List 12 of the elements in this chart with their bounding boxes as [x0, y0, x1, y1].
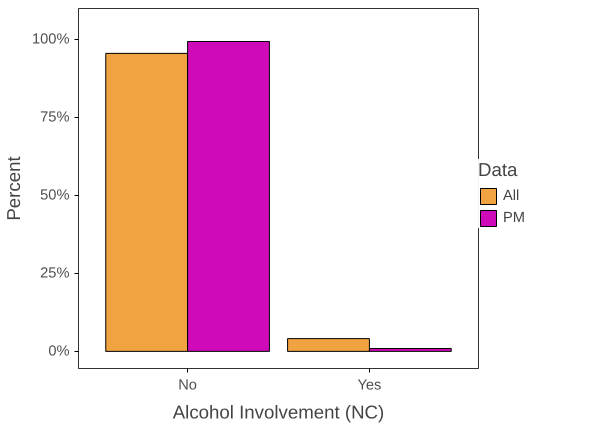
y-tick-label: 0% [48, 343, 70, 360]
x-tick-label: No [178, 378, 197, 394]
y-tick-label: 100% [32, 32, 70, 48]
legend-title: Data [478, 159, 518, 181]
y-tick-label: 50% [40, 188, 70, 204]
x-axis-title: Alcohol Involvement (NC) [172, 402, 384, 422]
y-axis-title: Percent [3, 156, 24, 221]
y-tick-label: 75% [40, 110, 70, 126]
x-tick-label: Yes [357, 378, 382, 394]
y-tick-label: 25% [40, 265, 70, 282]
legend-label: PM [503, 210, 525, 226]
legend-label: All [503, 188, 520, 204]
